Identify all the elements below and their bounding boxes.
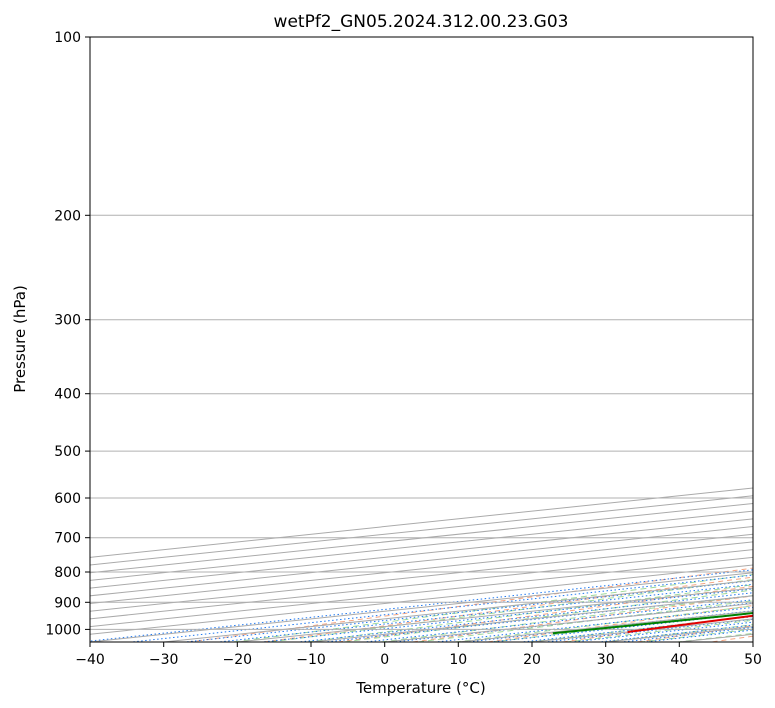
x-tick-label: −10 — [296, 652, 326, 668]
x-tick-label: 40 — [670, 652, 688, 668]
y-axis-ticks: 1000 900 800 700 600 500 400 300 200 100 — [45, 30, 90, 638]
x-axis-ticks: −40 −30 −20 −10 0 10 20 30 40 50 — [75, 642, 762, 668]
isotherm-line — [90, 526, 753, 597]
y-tick-label: 900 — [54, 595, 81, 611]
plot-area: 0.10.20.40.611.52346810131620253036-100-… — [90, 37, 753, 642]
x-axis-label: Temperature (°C) — [355, 679, 485, 697]
moist-adiabat — [228, 574, 753, 642]
moist-adiabat — [265, 579, 753, 642]
y-tick-label: 300 — [54, 313, 81, 329]
isotherm-line — [90, 487, 753, 558]
y-tick-label: 800 — [54, 565, 81, 581]
mixing-ratio-line — [180, 580, 753, 642]
isotherm-line — [90, 518, 753, 589]
mixing-ratio-line — [257, 588, 753, 642]
y-tick-label: 400 — [54, 387, 81, 403]
x-tick-label: −40 — [75, 652, 105, 668]
mixing-ratio-line — [213, 583, 753, 642]
x-tick-label: 30 — [597, 652, 615, 668]
x-tick-label: −30 — [149, 652, 179, 668]
x-tick-label: 10 — [449, 652, 467, 668]
isotherm-line — [90, 510, 753, 581]
x-tick-label: 50 — [744, 652, 762, 668]
chart-title: wetPf2_GN05.2024.312.00.23.G03 — [274, 12, 569, 32]
y-tick-label: 1000 — [45, 622, 81, 638]
y-axis-label: Pressure (hPa) — [11, 285, 29, 393]
x-tick-label: −20 — [223, 652, 253, 668]
x-tick-label: 20 — [523, 652, 541, 668]
isotherm-line — [90, 502, 753, 574]
x-tick-label: 0 — [380, 652, 389, 668]
moist-adiabat — [376, 594, 753, 642]
plot-frame — [89, 36, 754, 643]
pressure-gridlines — [90, 37, 753, 630]
y-tick-label: 200 — [54, 208, 81, 224]
y-tick-label: 700 — [54, 531, 81, 547]
isotherm-line — [90, 495, 753, 566]
moist-adiabat — [339, 589, 753, 642]
isotherms — [90, 487, 753, 642]
y-tick-label: 100 — [54, 30, 81, 46]
isotherm-line — [90, 533, 753, 605]
moist-adiabat — [413, 600, 753, 642]
mixing-ratio-line — [127, 574, 753, 642]
y-tick-label: 500 — [54, 444, 81, 460]
y-tick-label: 600 — [54, 491, 81, 507]
